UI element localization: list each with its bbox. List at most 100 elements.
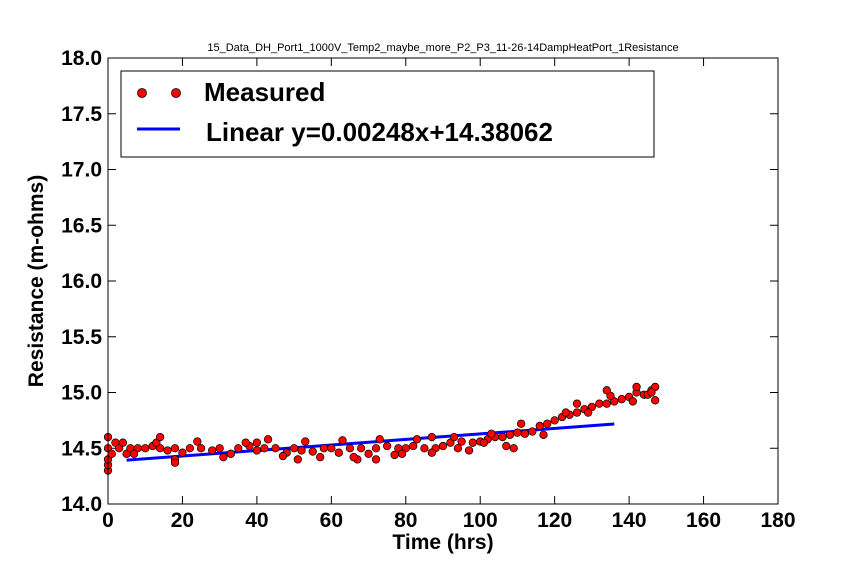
data-point-measured [584,408,593,417]
x-tick-label: 100 [463,509,498,532]
y-tick-label: 16.5 [61,214,102,237]
data-point-measured [226,449,235,458]
data-point-measured [479,438,489,447]
data-point-measured [170,444,180,453]
data-point-measured [572,399,582,408]
data-point-measured [628,397,637,406]
plot-frame [107,57,779,505]
data-point-measured [327,444,336,453]
legend-label-linear: Linear y=0.00248x+14.38062 [206,117,553,147]
data-point-measured [260,444,269,453]
x-tick-label: 160 [686,509,721,532]
legend-box [120,70,655,158]
data-point-measured [293,455,302,464]
data-point-measured [129,449,139,458]
y-tick-label: 18.0 [61,47,102,70]
y-tick-label: 14.0 [61,493,102,516]
data-point-measured [297,446,306,455]
data-point-measured [208,446,217,455]
data-point-measured [438,441,448,451]
data-point-measured [185,444,195,453]
y-axis: 14.0 14.5 15.0 15.5 16.0 16.5 17.0 17.5 18.0 [61,47,778,516]
data-point-measured [520,429,530,438]
data-point-measured [602,399,611,408]
data-point-measured [234,444,243,453]
data-point-measured [409,441,418,451]
data-point-measured [349,453,358,462]
data-point-measured [572,408,582,417]
y-tick-label: 17.5 [61,103,102,126]
data-point-measured [163,446,172,455]
data-point-measured [487,429,496,438]
legend-label-measured: Measured [204,77,325,107]
legend-marker-measured [137,88,147,98]
x-tick-label: 60 [320,509,343,532]
data-point-measured [252,438,262,447]
y-tick-label: 14.5 [61,437,102,460]
data-point-measured [420,444,429,453]
data-point-measured [301,437,310,446]
data-point-measured [170,458,180,467]
y-tick-label: 15.5 [61,326,102,349]
x-tick-label: 140 [612,509,647,532]
data-point-measured [345,444,355,453]
data-point-measured [241,438,250,447]
data-point-measured [338,436,347,445]
data-point-measured [595,399,604,408]
data-point-measured [397,449,407,458]
data-point-measured [561,408,570,417]
data-point-measured [263,435,273,444]
data-point-measured [535,421,544,431]
data-point-measured [252,446,262,455]
data-point-measured [647,388,656,397]
data-point-measured [178,448,187,457]
data-point-measured [464,446,474,455]
data-point-measured [155,432,165,442]
data-point-measured [219,453,228,462]
data-point-measured [364,449,373,458]
x-axis: 0 20 40 60 80 100 120 140 160 180 [102,58,796,532]
x-tick-label: 0 [102,509,114,532]
data-point-measured [505,430,515,440]
data-point-measured [468,438,477,447]
y-tick-label: 16.0 [61,270,102,293]
data-point-measured [517,419,526,428]
x-tick-label: 120 [537,509,572,532]
data-point-measured [319,444,329,453]
data-point-measured [550,416,559,425]
data-point-measured [356,444,366,453]
data-point-measured [193,437,202,446]
data-point-measured [107,449,116,458]
data-point-measured [375,435,384,444]
x-axis-label: Time (hrs) [392,531,493,554]
data-point-measured [271,444,280,453]
legend-marker-measured [171,88,181,98]
data-point-measured [539,430,548,440]
data-point-measured [371,455,381,464]
data-point-measured [602,386,611,395]
y-tick-label: 15.0 [61,382,102,405]
data-point-measured [316,453,325,462]
data-point-measured [215,444,224,453]
x-tick-label: 40 [245,509,268,532]
data-point-measured [498,432,507,442]
data-point-measured [141,444,150,453]
data-point-measured [543,419,552,428]
data-point-measured [651,396,660,405]
data-point-measured [334,448,343,457]
data-point-measured [371,444,381,453]
data-point-measured [390,450,399,460]
data-point-measured [513,428,522,437]
data-point-measured [412,435,422,444]
x-tick-label: 20 [171,509,194,532]
y-axis-label: Resistance (m-ohms) [25,175,48,387]
x-tick-label: 80 [394,509,417,532]
series-measured [103,382,660,475]
y-tick-label: 17.0 [61,159,102,182]
data-point-measured [383,441,392,451]
data-point-measured [196,444,206,453]
data-point-measured [427,448,436,457]
data-point-measured [427,432,436,442]
data-point-measured [453,444,463,453]
data-point-measured [118,438,128,447]
